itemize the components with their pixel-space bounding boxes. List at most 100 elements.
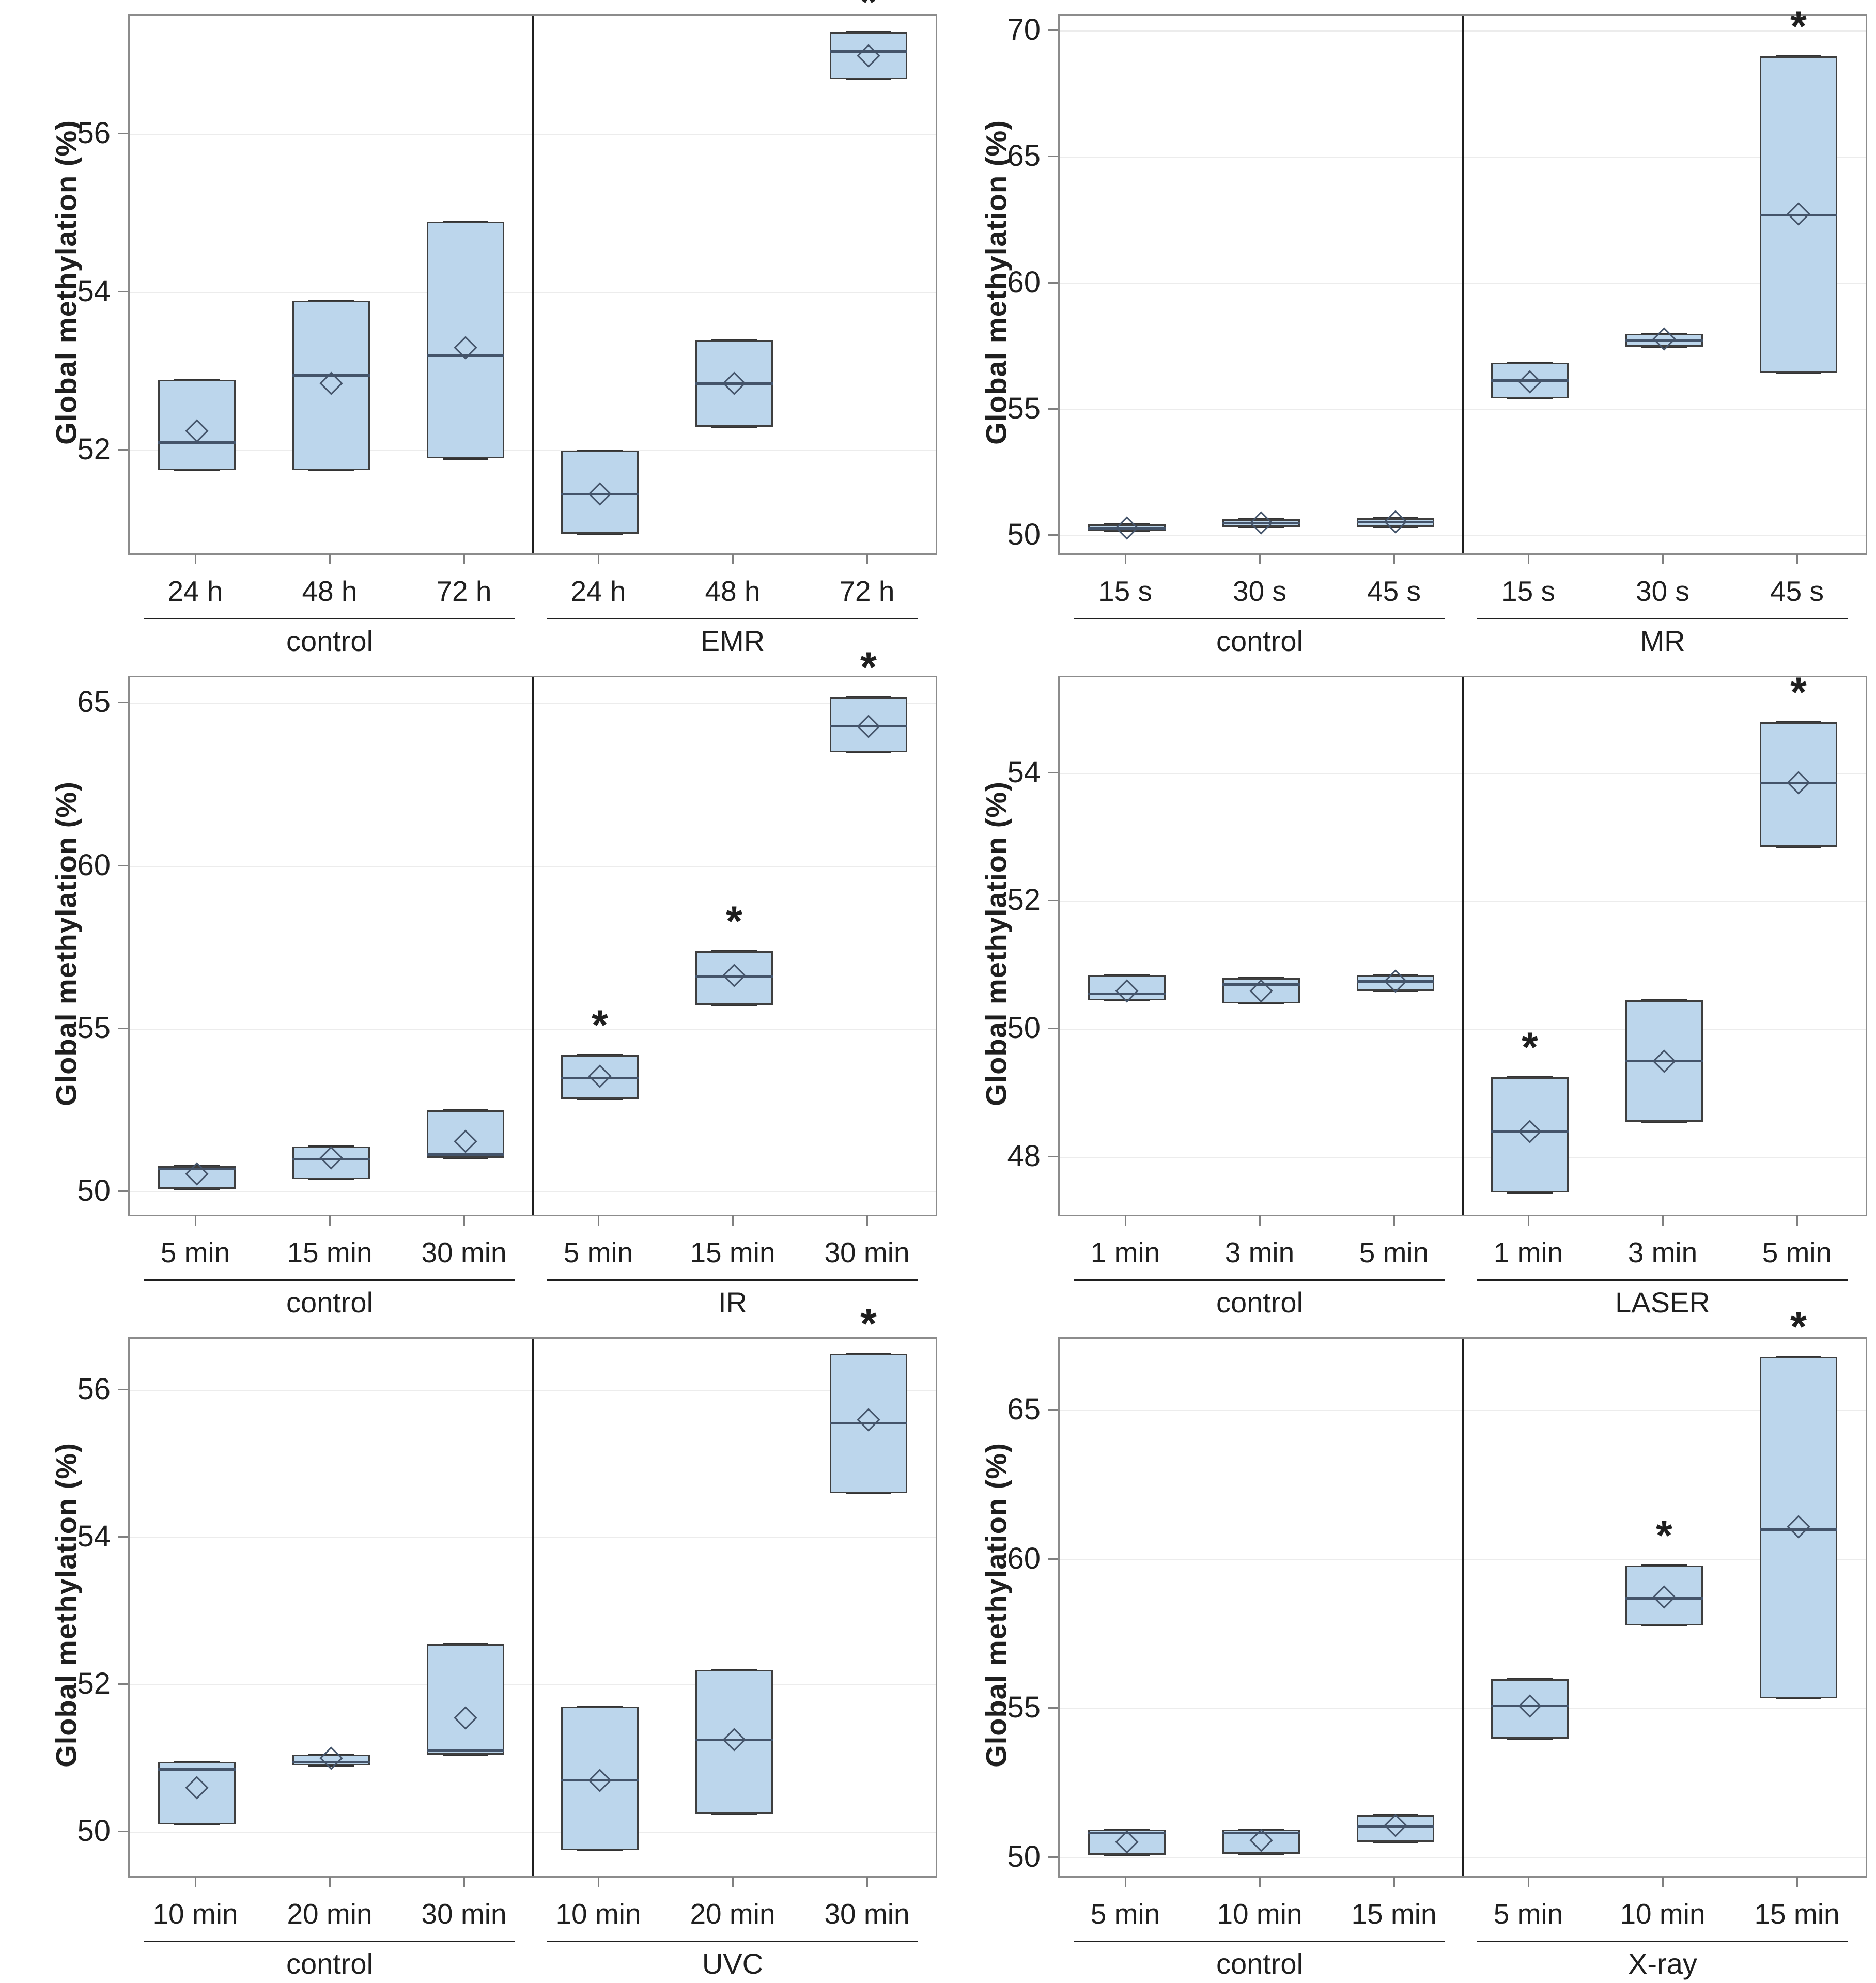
- mean-diamond-icon: [1384, 510, 1407, 534]
- x-tick: [1796, 1877, 1798, 1887]
- x-tick-label: 48 h: [302, 575, 358, 607]
- x-tick-label: 30 min: [824, 1898, 910, 1930]
- panel-uvc: Global methylation (%) * 50 52 54 56 10 min 20 …: [45, 1303, 944, 1983]
- box: [1625, 1566, 1703, 1625]
- x-tick: [866, 1215, 868, 1226]
- plot-area: * *: [1058, 671, 1867, 1216]
- x-tick: [1527, 1215, 1529, 1226]
- box: [830, 696, 907, 752]
- median-line: [158, 1768, 236, 1771]
- x-tick: [1527, 1877, 1529, 1887]
- group-rule: [144, 618, 515, 619]
- median-line: [1357, 1825, 1434, 1829]
- median-line: [427, 354, 504, 358]
- y-tick-label: 48: [1007, 1139, 1041, 1173]
- y-tick-label: 56: [77, 116, 111, 150]
- median-line: [1760, 1528, 1837, 1531]
- y-tick-label: 50: [1007, 517, 1041, 551]
- y-tick: [118, 1830, 128, 1832]
- y-tick-label: 65: [1007, 139, 1041, 173]
- x-tick: [866, 1877, 868, 1887]
- y-tick: [1048, 1707, 1058, 1709]
- median-line: [1491, 379, 1569, 382]
- box: [1357, 1815, 1434, 1842]
- group-rule: [1074, 1941, 1445, 1942]
- median-line: [561, 1076, 639, 1079]
- group-label: MR: [1640, 625, 1685, 657]
- y-tick: [118, 133, 128, 135]
- median-line: [1357, 520, 1434, 523]
- divider-line: [1462, 677, 1464, 1215]
- box: [292, 1146, 370, 1179]
- median-line: [1491, 1130, 1569, 1133]
- x-tick-label: 30 min: [421, 1898, 507, 1930]
- x-tick-label: 15 min: [690, 1236, 776, 1268]
- x-tick: [1393, 1215, 1395, 1226]
- x-tick-label: 45 s: [1367, 575, 1421, 607]
- box: [1760, 722, 1837, 847]
- x-tick-label: 20 min: [287, 1898, 373, 1930]
- y-tick: [1048, 1856, 1058, 1858]
- y-tick-label: 65: [1007, 1392, 1041, 1426]
- x-tick-label: 48 h: [705, 575, 761, 607]
- x-tick-label: 15 min: [1754, 1898, 1840, 1930]
- box: [561, 451, 639, 534]
- group-label: control: [1216, 1947, 1304, 1980]
- group-rule: [1074, 618, 1445, 619]
- median-line: [427, 1749, 504, 1753]
- x-tick: [329, 554, 331, 564]
- y-tick: [1048, 282, 1058, 284]
- y-tick-label: 50: [1007, 1840, 1041, 1874]
- box: [830, 32, 907, 80]
- panel-ir: Global methylation (%) * * * 50 55 60 65 5 min 15…: [45, 646, 944, 1322]
- box: [1491, 1679, 1569, 1739]
- y-tick-label: 60: [77, 848, 111, 882]
- x-tick-label: 3 min: [1224, 1236, 1295, 1268]
- median-line: [1625, 1060, 1703, 1063]
- panel-x-ray: Global methylation (%) * * 50 55 60 65 5 min 10 …: [975, 1306, 1874, 1983]
- y-tick: [118, 1536, 128, 1538]
- significance-asterisk: *: [860, 1300, 877, 1347]
- y-axis-label: Global methylation (%): [50, 1443, 83, 1768]
- box: [158, 379, 236, 471]
- significance-asterisk: *: [860, 643, 877, 691]
- y-tick-label: 65: [77, 685, 111, 719]
- x-tick-label: 30 min: [824, 1236, 910, 1268]
- group-rule: [144, 1941, 515, 1942]
- plot-area: *: [128, 1303, 937, 1878]
- x-tick: [866, 554, 868, 564]
- x-tick: [329, 1877, 331, 1887]
- median-line: [1222, 521, 1300, 524]
- x-tick-label: 15 s: [1098, 575, 1152, 607]
- x-tick: [732, 554, 734, 564]
- x-tick-label: 72 h: [839, 575, 895, 607]
- median-line: [1222, 983, 1300, 986]
- box: [1088, 974, 1166, 1001]
- x-tick: [463, 1877, 465, 1887]
- box: [427, 221, 504, 459]
- median-line: [1357, 980, 1434, 983]
- y-tick: [1048, 900, 1058, 902]
- median-line: [561, 492, 639, 495]
- median-line: [1625, 1597, 1703, 1600]
- divider-line: [532, 1339, 534, 1876]
- plot-area: *: [128, 0, 937, 555]
- x-tick-label: 24 h: [570, 575, 626, 607]
- group-label: control: [1216, 1286, 1304, 1319]
- x-tick-label: 30 min: [421, 1236, 507, 1268]
- x-tick: [194, 1215, 196, 1226]
- box: [695, 1670, 773, 1814]
- y-tick-label: 60: [1007, 265, 1041, 299]
- group-label: IR: [718, 1286, 747, 1319]
- y-tick: [118, 449, 128, 451]
- x-tick-label: 10 min: [152, 1898, 238, 1930]
- x-tick-label: 45 s: [1770, 575, 1824, 607]
- box: [1357, 974, 1434, 991]
- panel-mr: Global methylation (%) * 50 55 60 65 70 15 s 30 …: [975, 6, 1874, 660]
- significance-asterisk: *: [726, 897, 742, 945]
- group-label: X-ray: [1628, 1947, 1697, 1980]
- y-tick: [1048, 771, 1058, 773]
- x-tick-label: 5 min: [1359, 1236, 1429, 1268]
- box: [1760, 1356, 1837, 1699]
- group-label: LASER: [1615, 1286, 1710, 1319]
